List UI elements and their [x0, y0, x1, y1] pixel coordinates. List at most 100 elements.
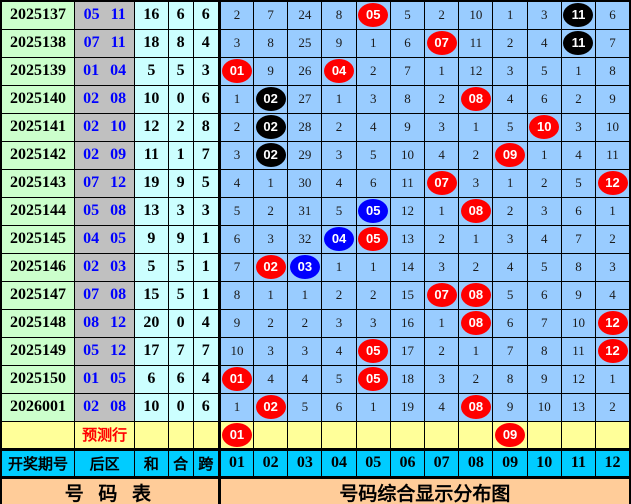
period-cell: 2025138	[0, 28, 75, 58]
grid-cell: 2	[355, 280, 391, 310]
grid-cell: 02	[253, 84, 289, 114]
predict-label: 预测行	[73, 420, 136, 450]
kua-cell: 4	[192, 308, 220, 338]
grid-cell: 5	[287, 392, 323, 422]
rear-numbers-cell: 02 09	[73, 140, 136, 170]
left-header-3: 合	[167, 447, 194, 479]
period-cell: 2025145	[0, 224, 75, 254]
period-cell: 2025144	[0, 196, 75, 226]
grid-cell: 12	[595, 336, 631, 366]
kua-cell: 7	[192, 140, 220, 170]
grid-cell: 1	[321, 84, 357, 114]
rear-numbers-cell: 01 05	[73, 364, 136, 394]
grid-cell: 16	[389, 308, 426, 338]
sum-cell: 11	[134, 140, 169, 170]
grid-cell: 11	[560, 0, 597, 30]
grid-cell: 1	[321, 252, 357, 282]
number-column-header: 04	[321, 447, 357, 479]
grid-cell	[424, 420, 460, 450]
grid-cell: 01	[217, 364, 255, 394]
grid-cell: 5	[321, 196, 357, 226]
grid-cell: 7	[389, 56, 426, 86]
grid-cell: 13	[560, 392, 597, 422]
red-ball: 02	[255, 395, 286, 419]
grid-cell: 1	[424, 308, 460, 338]
grid-cell: 05	[355, 336, 391, 366]
grid-cell: 24	[287, 0, 323, 30]
grid-cell: 8	[595, 56, 631, 86]
grid-cell: 2	[321, 280, 357, 310]
grid-cell: 2	[355, 56, 391, 86]
grid-cell: 4	[321, 336, 357, 366]
grid-cell: 27	[287, 84, 323, 114]
grid-cell: 7	[492, 336, 528, 366]
grid-cell: 7	[595, 28, 631, 58]
grid-cell: 10	[526, 112, 562, 142]
grid-cell: 3	[424, 112, 460, 142]
grid-cell	[560, 420, 597, 450]
grid-cell: 3	[458, 168, 494, 198]
grid-cell: 6	[492, 308, 528, 338]
period-cell: 2025139	[0, 56, 75, 86]
grid-cell: 1	[355, 28, 391, 58]
grid-cell: 02	[253, 140, 289, 170]
red-ball: 04	[324, 59, 355, 83]
red-ball: 01	[222, 367, 252, 391]
grid-cell	[526, 420, 562, 450]
red-ball: 12	[597, 311, 628, 335]
number-column-header: 01	[217, 447, 255, 479]
grid-cell: 7	[560, 224, 597, 254]
number-column-header: 12	[595, 447, 631, 479]
grid-cell: 3	[217, 140, 255, 170]
sum-cell: 20	[134, 308, 169, 338]
grid-cell: 2	[217, 112, 255, 142]
grid-cell: 9	[389, 112, 426, 142]
number-column-header: 07	[424, 447, 460, 479]
he-cell: 6	[167, 364, 194, 394]
grid-cell: 4	[424, 392, 460, 422]
period-cell: 2025143	[0, 168, 75, 198]
red-ball: 12	[597, 171, 628, 195]
grid-cell: 2	[424, 0, 460, 30]
period-cell: 2025140	[0, 84, 75, 114]
kua-cell: 6	[192, 0, 220, 30]
he-cell: 7	[167, 336, 194, 366]
he-cell: 5	[167, 56, 194, 86]
grid-cell: 08	[458, 196, 494, 226]
grid-cell: 3	[217, 28, 255, 58]
grid-cell: 5	[526, 252, 562, 282]
period-cell: 2025142	[0, 140, 75, 170]
predict-sum-cell	[134, 420, 169, 450]
grid-cell: 17	[389, 336, 426, 366]
grid-cell	[321, 420, 357, 450]
rear-numbers-cell: 04 05	[73, 224, 136, 254]
grid-cell: 05	[355, 224, 391, 254]
sum-cell: 9	[134, 224, 169, 254]
kua-cell: 1	[192, 252, 220, 282]
grid-cell: 3	[321, 308, 357, 338]
red-ball: 05	[358, 367, 389, 391]
grid-cell: 25	[287, 28, 323, 58]
grid-cell: 05	[355, 0, 391, 30]
blue-ball: 04	[324, 227, 355, 251]
grid-cell: 2	[424, 336, 460, 366]
grid-cell: 2	[424, 224, 460, 254]
black-ball: 02	[255, 87, 286, 111]
grid-cell: 3	[526, 196, 562, 226]
draw-row: 2025148 08 12 20 0 4 9 2 2 3 3 16 1 08 6 7 10 12	[0, 308, 631, 338]
grid-cell: 9	[492, 392, 528, 422]
sum-cell: 6	[134, 364, 169, 394]
sum-cell: 19	[134, 168, 169, 198]
grid-cell: 01	[217, 420, 255, 450]
he-cell: 3	[167, 196, 194, 226]
grid-cell	[355, 420, 391, 450]
kua-cell: 6	[192, 84, 220, 114]
grid-cell: 3	[595, 252, 631, 282]
kua-cell: 1	[192, 224, 220, 254]
period-cell: 2025149	[0, 336, 75, 366]
grid-cell: 02	[253, 252, 289, 282]
draw-row: 2025149 05 12 17 7 7 10 3 3 4 05 17 2 1 7 8 11 12	[0, 336, 631, 366]
grid-cell: 04	[321, 56, 357, 86]
grid-cell: 1	[287, 280, 323, 310]
